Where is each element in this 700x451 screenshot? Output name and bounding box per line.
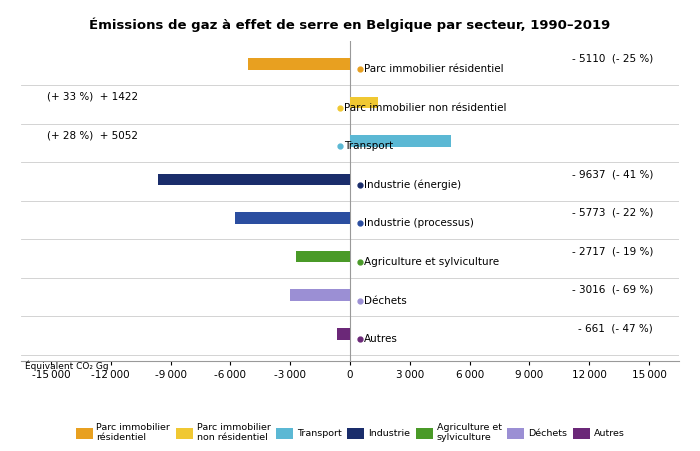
Text: Parc immobilier non résidentiel: Parc immobilier non résidentiel [344,103,507,113]
Text: Industrie (processus): Industrie (processus) [364,218,474,229]
Text: Industrie (énergie): Industrie (énergie) [364,179,461,190]
Text: (+ 33 %)  + 1422: (+ 33 %) + 1422 [47,92,138,102]
Bar [158,174,350,185]
Bar [290,290,350,301]
Text: Déchets: Déchets [364,295,407,306]
Bar [235,212,350,224]
Text: - 2717  (- 19 %): - 2717 (- 19 %) [572,246,653,256]
Text: - 3016  (- 69 %): - 3016 (- 69 %) [572,285,653,295]
Text: (+ 28 %)  + 5052: (+ 28 %) + 5052 [47,130,138,141]
Text: Transport: Transport [344,141,393,151]
Bar [337,328,350,340]
Text: - 661  (- 47 %): - 661 (- 47 %) [578,323,653,333]
Text: - 9637  (- 41 %): - 9637 (- 41 %) [572,169,653,179]
Text: Agriculture et sylviculture: Agriculture et sylviculture [364,257,499,267]
Text: Parc immobilier résidentiel: Parc immobilier résidentiel [364,64,503,74]
Bar [350,135,451,147]
Title: Émissions de gaz à effet de serre en Belgique par secteur, 1990–2019: Émissions de gaz à effet de serre en Bel… [90,18,610,32]
Text: - 5773  (- 22 %): - 5773 (- 22 %) [572,207,653,218]
Bar [296,251,350,262]
Text: Équivalent CO₂ Gg: Équivalent CO₂ Gg [25,360,108,371]
Legend: Parc immobilier
résidentiel, Parc immobilier
non résidentiel, Transport, Industr: Parc immobilier résidentiel, Parc immobi… [72,419,628,446]
Bar [248,58,350,69]
Bar [350,97,379,108]
Text: Autres: Autres [364,334,398,344]
Text: - 5110  (- 25 %): - 5110 (- 25 %) [572,53,653,63]
